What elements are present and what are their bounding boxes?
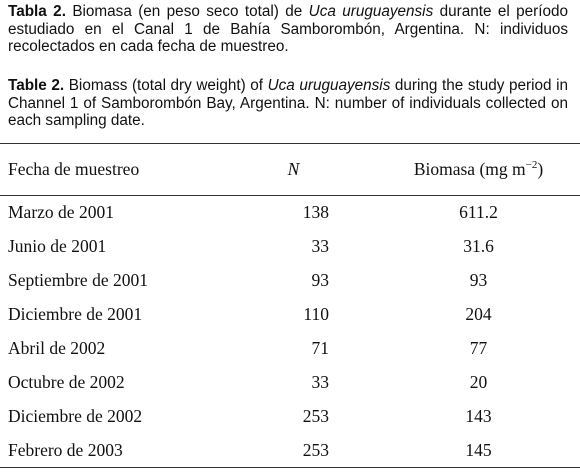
table-cell: Febrero de 2003 — [8, 439, 123, 460]
table-cell: 93 — [469, 270, 488, 290]
table-row: Junio de 2001 33 31.6 — [0, 230, 580, 264]
table-row: Septiembre de 2001 93 93 — [0, 264, 580, 298]
table-cell: 33 — [311, 372, 330, 392]
table-cell: 77 — [469, 338, 488, 358]
table-cell: 204 — [465, 304, 492, 324]
table-cell: Octubre de 2002 — [8, 372, 125, 392]
table-cell: 71 — [311, 338, 330, 358]
caption-species: Uca uruguayensis — [308, 3, 434, 20]
header-row: Fecha de muestreo N Biomasa (mg m−2) — [0, 143, 580, 196]
header-cell: Biomasa (mg m−2) — [329, 144, 580, 196]
caption-english: Table 2. Biomass (total dry weight) of U… — [8, 77, 568, 130]
table-cell: Diciembre de 2001 — [8, 304, 143, 324]
table-cell: Marzo de 2001 — [8, 202, 114, 223]
caption-label: Tabla 2. — [8, 3, 66, 20]
table-cell: Abril de 2002 — [8, 338, 106, 358]
table-cell: 138 — [302, 202, 329, 223]
caption-text: Biomasa (en peso seco total) de — [65, 3, 309, 20]
table-row: Octubre de 2002 33 20 — [0, 366, 580, 400]
table-row: Abril de 2002 71 77 — [0, 332, 580, 366]
table-cell: 93 — [311, 270, 330, 290]
header-cell: Fecha de muestreo — [8, 159, 140, 179]
caption-species: Uca uruguayensis — [267, 77, 391, 94]
caption-spanish: Tabla 2. Biomasa (en peso seco total) de… — [8, 3, 568, 56]
table-row: Marzo de 2001 138 611.2 — [0, 196, 580, 230]
caption-text: durante el período estudiado en el Canal… — [8, 3, 568, 55]
table-header: Fecha de muestreo N Biomasa (mg m−2) — [0, 143, 580, 196]
header-superscript: −2 — [525, 159, 538, 172]
table-cell: 253 — [302, 439, 329, 460]
table-cell: 145 — [465, 439, 492, 460]
header-text: Biomasa (mg m — [413, 159, 526, 179]
caption-text: during the study period in Channel 1 of … — [8, 77, 568, 129]
table-cell: 20 — [469, 372, 488, 392]
table-cell: 611.2 — [459, 202, 498, 223]
data-table: Fecha de muestreo N Biomasa (mg m−2) Mar… — [0, 143, 580, 468]
table-cell: 31.6 — [463, 236, 494, 256]
table-cell: 143 — [465, 406, 492, 426]
table-body: Marzo de 2001 138 611.2 Junio de 2001 33 31.6… — [0, 196, 580, 468]
table-cell: 110 — [303, 304, 329, 324]
table-cell: 253 — [302, 406, 329, 426]
header-text: ) — [537, 159, 544, 179]
header-cell: N — [287, 159, 300, 179]
table-row: Diciembre de 2002 253 143 — [0, 400, 580, 434]
caption-text: Biomass (total dry weight) of — [64, 77, 268, 94]
caption-label: Table 2. — [8, 77, 65, 94]
table-row: Febrero de 2003 253 145 — [0, 434, 580, 468]
table-cell: Junio de 2001 — [8, 236, 107, 256]
table-cell: Diciembre de 2002 — [8, 406, 143, 426]
table-cell: 33 — [311, 236, 330, 256]
table-cell: Septiembre de 2001 — [8, 270, 148, 290]
table-row: Diciembre de 2001 110 204 — [0, 298, 580, 332]
